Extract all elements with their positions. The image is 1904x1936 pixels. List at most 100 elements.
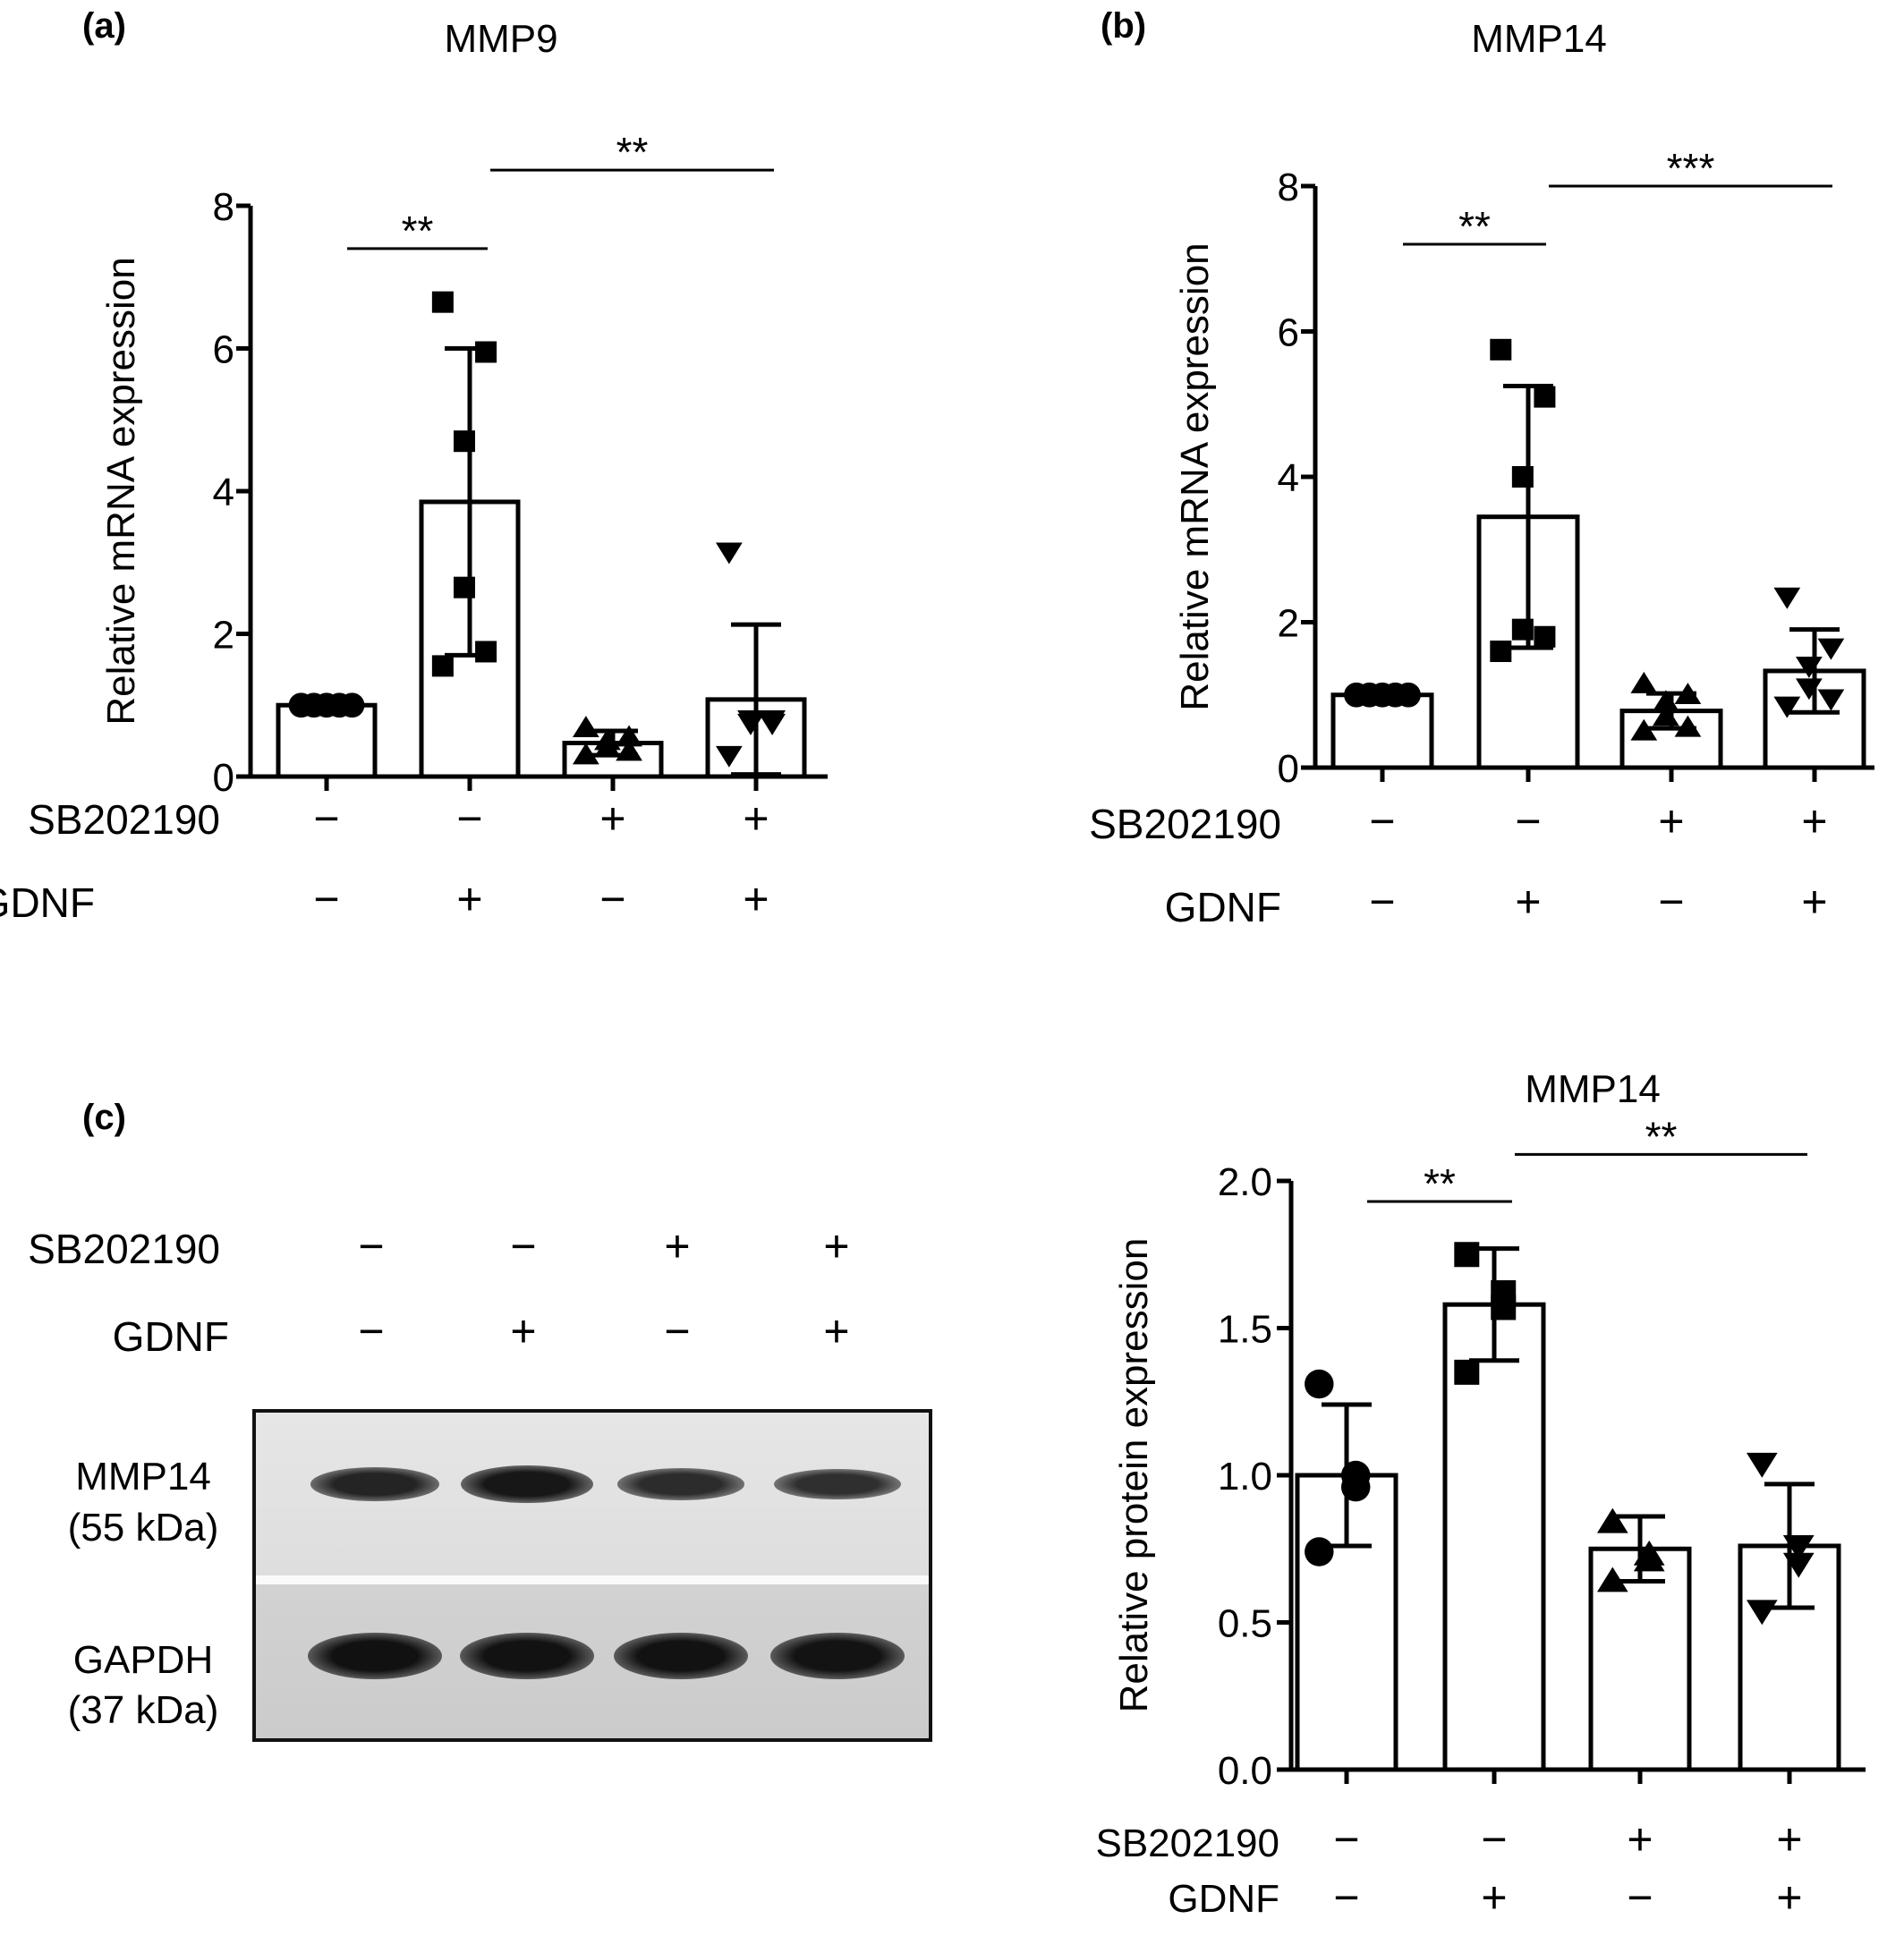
blot-band-mmp14-1 [310,1467,440,1501]
y-tick-label: 1.0 [1218,1455,1272,1499]
blot-band-mmp14-2 [461,1465,593,1503]
treatment-sign-sb202190-1: − [1333,1814,1359,1864]
blot-separator [256,1575,929,1584]
data-point-bar-3 [572,716,599,738]
blot-row-size-gapdh: (37 kDa) [68,1688,219,1732]
y-tick-label: 6 [213,328,234,372]
data-point-bar-4 [1773,696,1801,718]
y-tick-label: 6 [1278,311,1299,355]
data-point-bar-2 [431,655,454,677]
treatment-sign-gdnf-3: − [1658,877,1684,927]
treatment-sign-gdnf-1: − [1369,877,1395,927]
treatment-label-sb202190: SB202190 [28,796,220,843]
data-point-bar-3 [1596,1567,1628,1592]
data-point-bar-2 [1534,386,1556,408]
chart-mmp14-protein: MMP14 Relative protein expression 0.0 0.5 1.… [1095,1067,1866,1923]
significance-label-2: ** [616,129,649,175]
blot-lane-3-sb202190: + [664,1221,690,1271]
treatment-sign-sb202190-2: − [1481,1814,1507,1864]
data-point-bar-3 [616,725,642,747]
data-point-bar-1 [1396,682,1421,708]
data-point-bar-4 [1817,638,1845,660]
y-tick-label: 4 [1278,456,1299,500]
blot-row-label-mmp14: MMP14 [75,1455,211,1499]
significance-label-1: ** [1458,203,1491,250]
panel-label-a: (a) [82,6,126,46]
y-tick-label: 0.0 [1218,1749,1272,1793]
significance-label-1: ** [1424,1160,1456,1207]
y-tick-label: 0.5 [1218,1602,1272,1646]
blot-lane-2-gdnf: + [510,1306,536,1356]
data-point-bar-2 [475,641,497,663]
data-point-bar-3 [1674,715,1702,737]
treatment-sign-gdnf-4: + [743,874,769,924]
y-tick-label: 2.0 [1218,1160,1272,1204]
blot-band-gapdh-1 [308,1633,442,1679]
data-point-bar-4 [715,745,743,768]
blot-lane-1-sb202190: − [358,1221,384,1271]
treatment-sign-gdnf-3: − [1627,1872,1653,1923]
blot-labels: SB202190 GDNF − − + + − + − + MMP14 (55 … [28,1221,849,1732]
blot-row-label-gapdh: GAPDH [73,1638,213,1682]
treatment-label-gdnf: GDNF [1168,1877,1279,1921]
treatment-sign-sb202190-3: + [599,794,625,844]
treatment-sign-gdnf-2: + [1481,1872,1507,1923]
blot-lane-1-gdnf: − [358,1306,384,1356]
treatment-sign-gdnf-4: + [1801,877,1827,927]
treatment-sign-gdnf-2: + [456,874,482,924]
data-point-bar-3 [572,743,599,765]
blot-row-size-mmp14: (55 kDa) [68,1506,219,1550]
data-point-bar-4 [1746,1452,1778,1478]
treatment-sign-sb202190-2: − [1515,796,1541,846]
chart-title: MMP14 [1525,1067,1661,1111]
blot-treatment-label-sb202190: SB202190 [28,1226,220,1272]
treatment-sign-sb202190-4: + [1801,796,1827,846]
blot-band-mmp14-3 [616,1468,745,1500]
y-axis-label: Relative mRNA expression [1173,242,1217,710]
y-tick-label: 8 [213,185,234,229]
y-tick-label: 0 [1278,747,1299,791]
y-tick-label: 1.5 [1218,1308,1272,1352]
blot-lane-2-sb202190: − [510,1221,536,1271]
significance-label-2: *** [1667,145,1715,191]
y-axis-label: Relative protein expression [1112,1238,1156,1713]
treatment-sign-gdnf-3: − [599,874,625,924]
data-point-bar-4 [759,713,786,735]
y-tick-label: 4 [213,471,234,514]
treatment-label-gdnf: GDNF [0,879,95,926]
data-point-bar-4 [1773,587,1801,609]
treatment-sign-sb202190-1: − [313,794,339,844]
treatment-sign-gdnf-4: + [1776,1872,1802,1923]
y-tick-label: 8 [1278,166,1299,209]
data-point-bar-1 [339,692,365,718]
panel-label-b: (b) [1101,6,1146,46]
treatment-label-sb202190: SB202190 [1089,801,1281,847]
blot-band-mmp14-4 [774,1468,901,1500]
treatment-sign-sb202190-4: + [1776,1814,1802,1864]
data-point-bar-2 [1454,1359,1480,1385]
blot-band-gapdh-4 [770,1633,905,1679]
data-point-bar-1 [1305,1537,1334,1567]
data-point-bar-2 [1490,641,1512,662]
blot-treatment-label-gdnf: GDNF [113,1313,229,1360]
data-point-bar-2 [1454,1242,1480,1268]
treatment-sign-sb202190-4: + [743,794,769,844]
chart-title: MMP9 [444,17,557,61]
significance-label-2: ** [1645,1113,1678,1159]
blot-strip-gapdh [256,1584,929,1738]
data-point-bar-2 [1490,338,1512,361]
data-point-bar-4 [1817,689,1845,711]
data-point-bar-2 [431,291,454,313]
blot-band-gapdh-2 [460,1633,594,1679]
y-tick-label: 0 [213,756,234,800]
blot-lane-3-gdnf: − [664,1306,690,1356]
treatment-sign-sb202190-2: − [456,794,482,844]
blot-lane-4-gdnf: + [823,1306,849,1356]
data-point-bar-2 [475,341,497,363]
data-point-bar-3 [1596,1507,1628,1533]
y-tick-label: 2 [1278,602,1299,646]
chart-title: MMP14 [1471,17,1607,61]
significance-label-1: ** [402,208,434,254]
treatment-label-gdnf: GDNF [1165,884,1281,930]
